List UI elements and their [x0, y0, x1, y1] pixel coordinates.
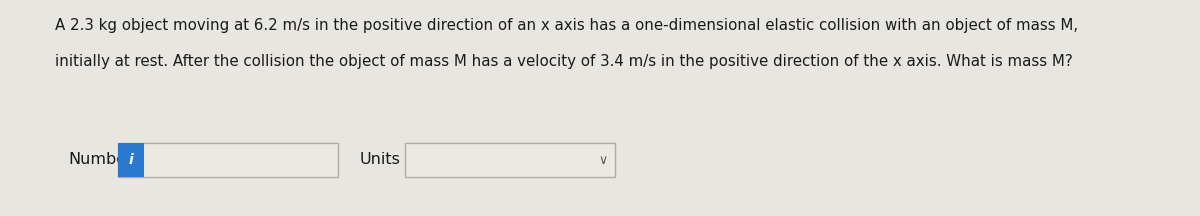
Text: Number: Number — [68, 152, 133, 167]
FancyBboxPatch shape — [118, 143, 338, 177]
Text: initially at rest. After the collision the object of mass M has a velocity of 3.: initially at rest. After the collision t… — [55, 54, 1073, 69]
FancyBboxPatch shape — [118, 143, 144, 177]
Text: Units: Units — [360, 152, 401, 167]
Text: ∨: ∨ — [599, 154, 607, 167]
FancyBboxPatch shape — [406, 143, 616, 177]
Text: A 2.3 kg object moving at 6.2 m/s in the positive direction of an x axis has a o: A 2.3 kg object moving at 6.2 m/s in the… — [55, 18, 1078, 33]
Text: i: i — [128, 153, 133, 167]
